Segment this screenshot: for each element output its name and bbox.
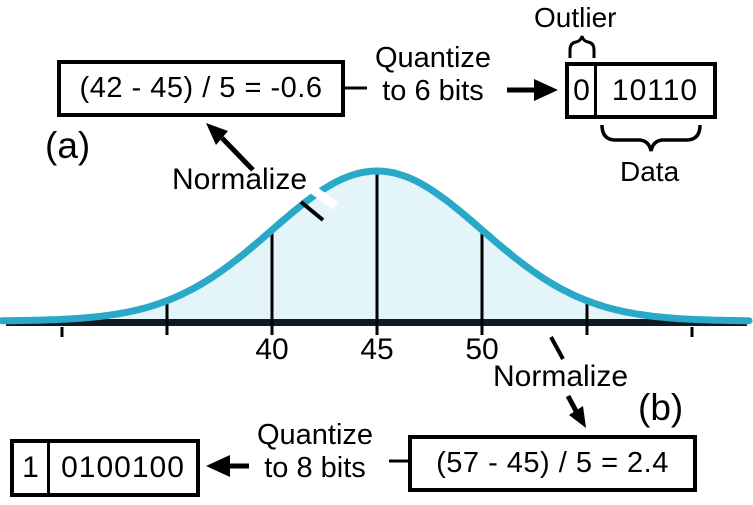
quantize-label-a-line1: Quantize xyxy=(374,42,492,74)
quantize-label-b-line2: to 8 bits xyxy=(264,452,366,484)
bit-box-a: 0 10110 xyxy=(565,62,717,119)
data-label: Data xyxy=(620,156,680,187)
normalize-arrow-b xyxy=(565,394,586,428)
outlier-brace xyxy=(568,35,596,58)
bit-box-b-sign-cell: 1 xyxy=(14,443,50,493)
gaussian-curve xyxy=(0,167,753,325)
normalize-label-a: Normalize xyxy=(172,163,308,196)
normalize-leader-top xyxy=(299,200,325,222)
quantize-arrow-b xyxy=(206,455,249,477)
panel-b-label: (b) xyxy=(638,387,684,428)
normalize-label-b: Normalize xyxy=(493,360,629,393)
bit-box-a-sign-cell: 0 xyxy=(569,66,597,115)
data-brace xyxy=(600,124,702,152)
formula-a-text: (42 - 45) / 5 = -0.6 xyxy=(79,72,323,104)
formula-box-b: (57 - 45) / 5 = 2.4 xyxy=(408,435,697,492)
axis-tick-label: 45 xyxy=(360,333,393,366)
curve-break xyxy=(302,180,339,210)
axis-tick-label: 50 xyxy=(465,333,498,366)
quantize-label-b: Quantize to 8 bits xyxy=(245,419,385,485)
normalize-leader-bottom xyxy=(549,336,565,360)
axis-ticks: 40 45 50 xyxy=(60,174,694,366)
normalize-arrow-a xyxy=(206,123,255,172)
formula-b-text: (57 - 45) / 5 = 2.4 xyxy=(436,447,669,479)
panel-a-label: (a) xyxy=(45,125,91,166)
quantize-label-b-line1: Quantize xyxy=(256,419,374,451)
bit-box-b: 1 0100100 xyxy=(10,439,200,497)
outlier-label: Outlier xyxy=(534,2,617,33)
quantize-label-a: Quantize to 6 bits xyxy=(357,42,509,108)
quantize-arrow-a xyxy=(507,79,558,101)
bit-box-b-data-cell: 0100100 xyxy=(61,451,185,484)
bit-box-a-data-cell: 10110 xyxy=(611,73,699,107)
formula-box-a: (42 - 45) / 5 = -0.6 xyxy=(57,60,345,117)
quantize-label-a-line2: to 6 bits xyxy=(382,75,484,107)
axis-tick-label: 40 xyxy=(255,333,288,366)
